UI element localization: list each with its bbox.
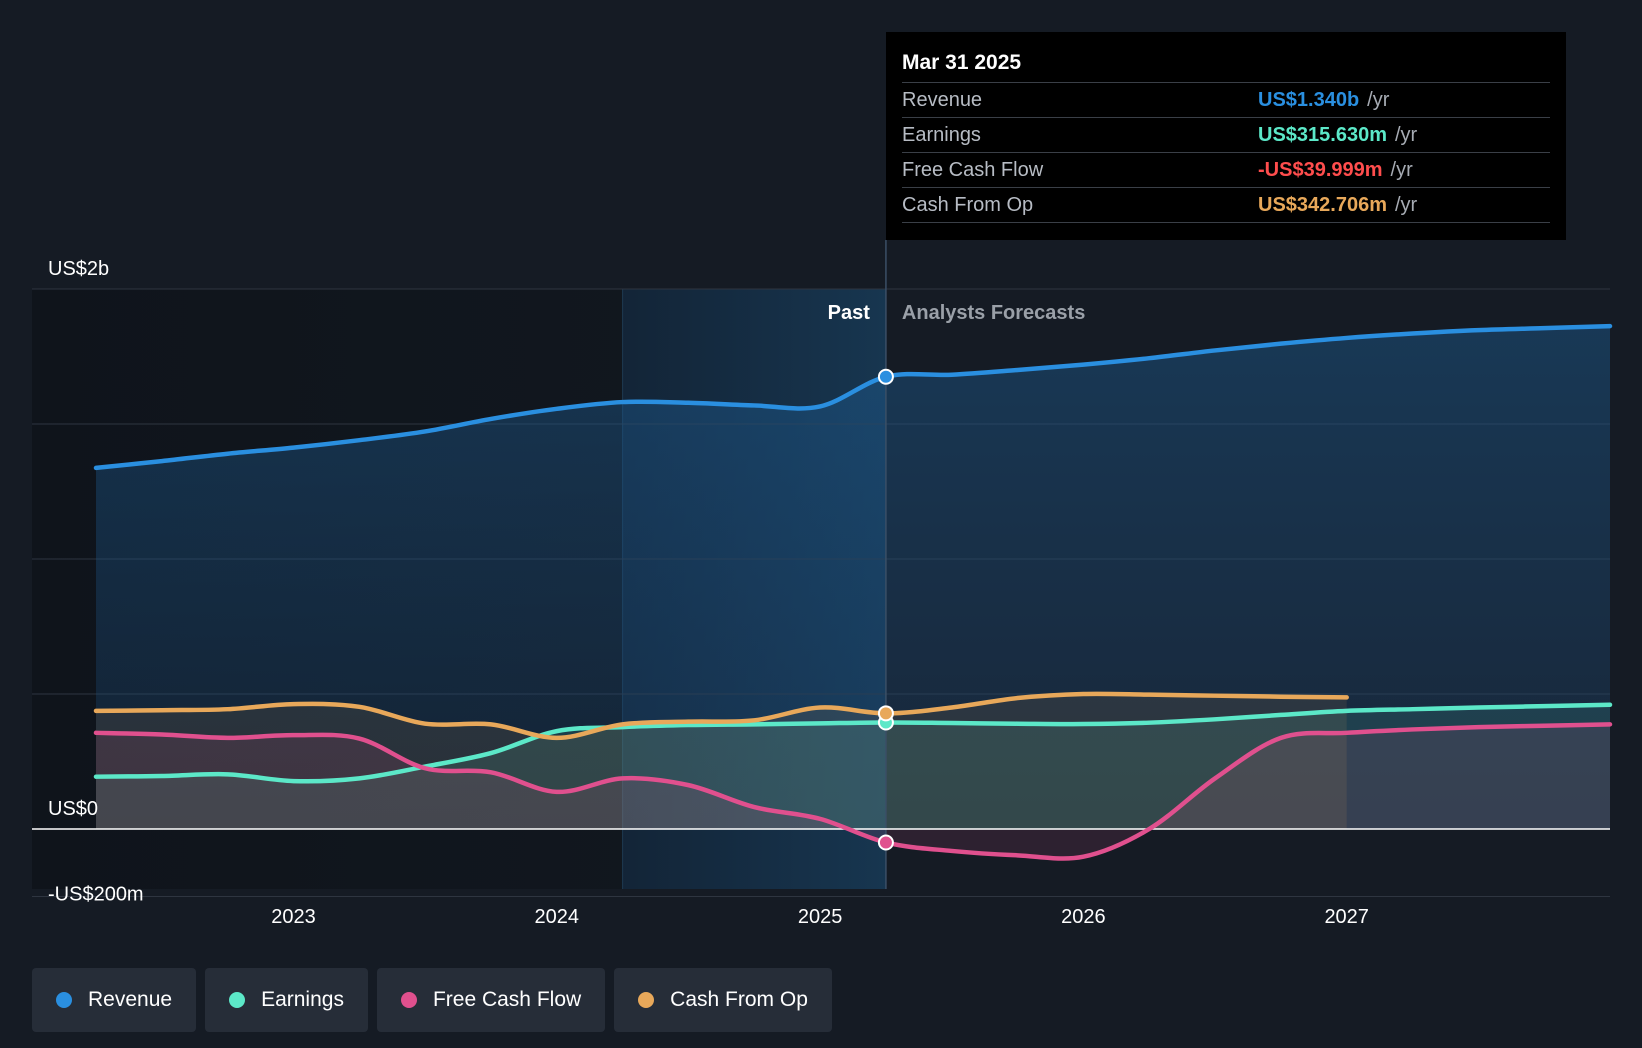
y-tick-label: US$2b: [48, 258, 109, 280]
tooltip-label: Free Cash Flow: [902, 159, 1044, 181]
tooltip-unit: /yr: [1367, 89, 1390, 111]
x-tick-label: 2025: [798, 906, 843, 928]
x-tick-label: 2027: [1324, 906, 1369, 928]
tooltip-value: US$342.706m: [1258, 194, 1387, 216]
tooltip-row-cash-from-op: Cash From Op US$342.706m /yr: [902, 188, 1550, 223]
area-cash-from-op: [96, 693, 1347, 829]
tooltip-row-free-cash-flow: Free Cash Flow -US$39.999m /yr: [902, 153, 1550, 188]
legend-label: Earnings: [261, 988, 344, 1011]
line-cash-from-op: [93, 691, 1349, 741]
tooltip-label: Revenue: [902, 89, 983, 111]
x-tick-label: 2023: [271, 906, 316, 928]
tooltip-value: US$1.340b: [1258, 89, 1360, 111]
legend-dot-icon: [229, 992, 246, 1008]
x-tick-label: 2026: [1061, 906, 1106, 928]
legend-item-earnings[interactable]: Earnings: [205, 968, 368, 1032]
legend-label: Free Cash Flow: [432, 988, 582, 1011]
line-revenue: [93, 323, 1613, 471]
area-revenue: [96, 326, 1610, 829]
marker-revenue: [877, 368, 894, 385]
forecast-label: Analysts Forecasts: [902, 302, 1085, 324]
tooltip: Mar 31 2025 Revenue US$1.340b /yr Earnin…: [886, 32, 1566, 240]
area-earnings: [96, 704, 1610, 829]
legend-dot-icon: [56, 992, 72, 1008]
tooltip-unit: /yr: [1394, 124, 1418, 146]
legend-dot-icon: [400, 992, 417, 1008]
tooltip-label: Cash From Op: [902, 194, 1034, 216]
tooltip-value: -US$39.999m: [1258, 159, 1383, 181]
x-tick-label: 2024: [535, 906, 580, 928]
past-label: Past: [828, 302, 871, 324]
y-tick-label: -US$200m: [48, 884, 144, 906]
legend-item-revenue[interactable]: Revenue: [32, 968, 197, 1032]
tooltip-row-earnings: Earnings US$315.630m /yr: [902, 118, 1550, 153]
line-earnings: [93, 702, 1613, 784]
legend-dot-icon: [638, 992, 655, 1008]
legend: Revenue Earnings Free Cash Flow Cash Fro…: [32, 968, 832, 1032]
legend-item-cash-from-op[interactable]: Cash From Op: [614, 968, 832, 1032]
legend-label: Cash From Op: [670, 988, 808, 1011]
legend-item-free-cash-flow[interactable]: Free Cash Flow: [376, 968, 606, 1032]
marker-cash-from-op: [877, 705, 894, 722]
legend-label: Revenue: [88, 988, 173, 1011]
marker-free-cash-flow: [877, 834, 894, 851]
line-free-cash-flow: [93, 722, 1613, 861]
y-tick-label: US$0: [48, 798, 98, 820]
tooltip-date: Mar 31 2025: [902, 46, 1550, 83]
tooltip-label: Earnings: [902, 124, 981, 146]
tooltip-row-revenue: Revenue US$1.340b /yr: [902, 83, 1550, 118]
tooltip-value: US$315.630m: [1258, 124, 1387, 146]
tooltip-unit: /yr: [1390, 159, 1413, 181]
area-free-cash-flow: [96, 724, 1610, 859]
tooltip-unit: /yr: [1394, 194, 1418, 216]
